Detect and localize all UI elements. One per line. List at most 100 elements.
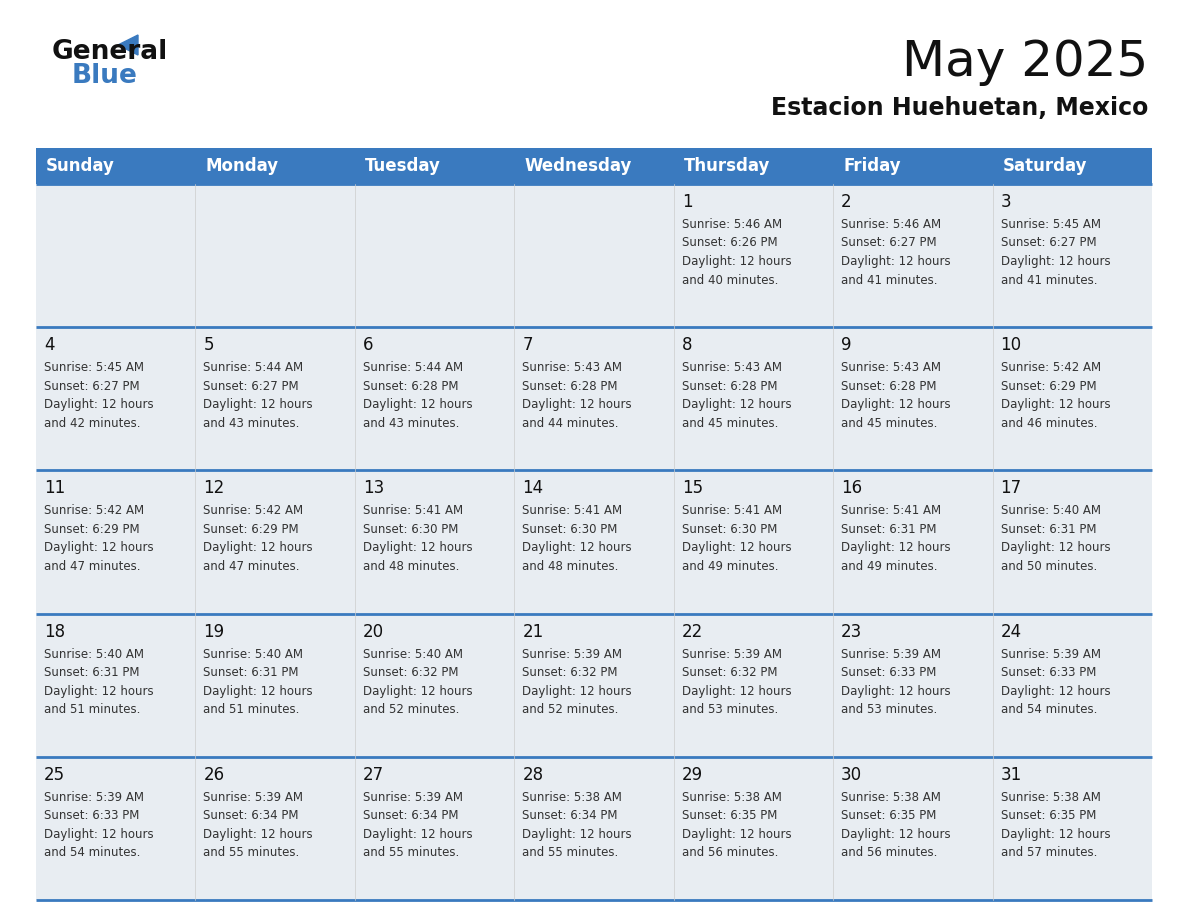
- Text: Daylight: 12 hours: Daylight: 12 hours: [841, 255, 950, 268]
- Text: 8: 8: [682, 336, 693, 354]
- Text: and 52 minutes.: and 52 minutes.: [362, 703, 460, 716]
- Text: Sunset: 6:34 PM: Sunset: 6:34 PM: [523, 810, 618, 823]
- Text: Daylight: 12 hours: Daylight: 12 hours: [362, 685, 473, 698]
- Text: 24: 24: [1000, 622, 1022, 641]
- Text: Daylight: 12 hours: Daylight: 12 hours: [682, 398, 791, 411]
- Text: Sunrise: 5:42 AM: Sunrise: 5:42 AM: [1000, 361, 1101, 375]
- Text: Sunrise: 5:43 AM: Sunrise: 5:43 AM: [523, 361, 623, 375]
- Text: Sunrise: 5:38 AM: Sunrise: 5:38 AM: [523, 790, 623, 804]
- Text: 27: 27: [362, 766, 384, 784]
- Text: and 48 minutes.: and 48 minutes.: [362, 560, 460, 573]
- Text: 31: 31: [1000, 766, 1022, 784]
- Text: Sunset: 6:31 PM: Sunset: 6:31 PM: [203, 666, 299, 679]
- Text: Sunrise: 5:46 AM: Sunrise: 5:46 AM: [841, 218, 941, 231]
- Bar: [36, 148, 1152, 184]
- Text: and 51 minutes.: and 51 minutes.: [203, 703, 299, 716]
- Text: Sunset: 6:29 PM: Sunset: 6:29 PM: [1000, 380, 1097, 393]
- Text: Sunset: 6:32 PM: Sunset: 6:32 PM: [682, 666, 777, 679]
- Text: Sunset: 6:28 PM: Sunset: 6:28 PM: [841, 380, 936, 393]
- Text: 21: 21: [523, 622, 544, 641]
- Text: 14: 14: [523, 479, 543, 498]
- Text: 29: 29: [682, 766, 703, 784]
- Text: and 47 minutes.: and 47 minutes.: [203, 560, 299, 573]
- Text: Sunset: 6:28 PM: Sunset: 6:28 PM: [523, 380, 618, 393]
- Bar: [36, 184, 1152, 327]
- Text: Daylight: 12 hours: Daylight: 12 hours: [841, 542, 950, 554]
- Text: Sunset: 6:27 PM: Sunset: 6:27 PM: [841, 237, 937, 250]
- Text: and 40 minutes.: and 40 minutes.: [682, 274, 778, 286]
- Text: and 43 minutes.: and 43 minutes.: [362, 417, 460, 430]
- Text: Sunrise: 5:45 AM: Sunrise: 5:45 AM: [1000, 218, 1100, 231]
- Text: Daylight: 12 hours: Daylight: 12 hours: [203, 398, 314, 411]
- Text: Daylight: 12 hours: Daylight: 12 hours: [1000, 828, 1111, 841]
- Text: 10: 10: [1000, 336, 1022, 354]
- Text: Daylight: 12 hours: Daylight: 12 hours: [841, 828, 950, 841]
- Text: Sunrise: 5:39 AM: Sunrise: 5:39 AM: [841, 647, 941, 661]
- Text: Sunrise: 5:44 AM: Sunrise: 5:44 AM: [362, 361, 463, 375]
- Text: Sunset: 6:32 PM: Sunset: 6:32 PM: [362, 666, 459, 679]
- Text: 16: 16: [841, 479, 862, 498]
- Text: Sunrise: 5:40 AM: Sunrise: 5:40 AM: [1000, 504, 1100, 518]
- Text: Monday: Monday: [206, 157, 278, 175]
- Text: Daylight: 12 hours: Daylight: 12 hours: [523, 828, 632, 841]
- Text: Sunday: Sunday: [46, 157, 115, 175]
- Text: Daylight: 12 hours: Daylight: 12 hours: [1000, 398, 1111, 411]
- Text: Sunset: 6:33 PM: Sunset: 6:33 PM: [841, 666, 936, 679]
- Text: Sunset: 6:31 PM: Sunset: 6:31 PM: [841, 523, 936, 536]
- Text: Sunrise: 5:38 AM: Sunrise: 5:38 AM: [841, 790, 941, 804]
- Text: and 50 minutes.: and 50 minutes.: [1000, 560, 1097, 573]
- Text: Daylight: 12 hours: Daylight: 12 hours: [44, 398, 153, 411]
- Text: and 45 minutes.: and 45 minutes.: [841, 417, 937, 430]
- Text: Sunset: 6:26 PM: Sunset: 6:26 PM: [682, 237, 777, 250]
- Text: Friday: Friday: [843, 157, 901, 175]
- Text: and 53 minutes.: and 53 minutes.: [841, 703, 937, 716]
- Text: Sunrise: 5:41 AM: Sunrise: 5:41 AM: [523, 504, 623, 518]
- Text: Sunset: 6:28 PM: Sunset: 6:28 PM: [682, 380, 777, 393]
- Text: Daylight: 12 hours: Daylight: 12 hours: [203, 542, 314, 554]
- Text: Sunrise: 5:38 AM: Sunrise: 5:38 AM: [1000, 790, 1100, 804]
- Text: Sunrise: 5:43 AM: Sunrise: 5:43 AM: [682, 361, 782, 375]
- Bar: [36, 756, 1152, 900]
- Text: Estacion Huehuetan, Mexico: Estacion Huehuetan, Mexico: [771, 96, 1148, 120]
- Text: Sunrise: 5:40 AM: Sunrise: 5:40 AM: [362, 647, 463, 661]
- Bar: [36, 470, 1152, 613]
- Text: Daylight: 12 hours: Daylight: 12 hours: [203, 685, 314, 698]
- Text: Sunset: 6:30 PM: Sunset: 6:30 PM: [523, 523, 618, 536]
- Text: Sunset: 6:28 PM: Sunset: 6:28 PM: [362, 380, 459, 393]
- Text: 18: 18: [44, 622, 65, 641]
- Text: Sunset: 6:35 PM: Sunset: 6:35 PM: [1000, 810, 1097, 823]
- Bar: [36, 327, 1152, 470]
- Text: Tuesday: Tuesday: [365, 157, 441, 175]
- Text: 26: 26: [203, 766, 225, 784]
- Text: and 55 minutes.: and 55 minutes.: [523, 846, 619, 859]
- Text: Sunset: 6:35 PM: Sunset: 6:35 PM: [841, 810, 936, 823]
- Text: Sunrise: 5:39 AM: Sunrise: 5:39 AM: [203, 790, 303, 804]
- Polygon shape: [118, 35, 138, 55]
- Text: and 51 minutes.: and 51 minutes.: [44, 703, 140, 716]
- Text: Daylight: 12 hours: Daylight: 12 hours: [1000, 542, 1111, 554]
- Text: 9: 9: [841, 336, 852, 354]
- Text: and 55 minutes.: and 55 minutes.: [203, 846, 299, 859]
- Text: Daylight: 12 hours: Daylight: 12 hours: [44, 542, 153, 554]
- Text: Daylight: 12 hours: Daylight: 12 hours: [362, 828, 473, 841]
- Text: 7: 7: [523, 336, 532, 354]
- Text: Daylight: 12 hours: Daylight: 12 hours: [523, 685, 632, 698]
- Text: and 54 minutes.: and 54 minutes.: [1000, 703, 1097, 716]
- Text: Daylight: 12 hours: Daylight: 12 hours: [523, 398, 632, 411]
- Text: Sunrise: 5:39 AM: Sunrise: 5:39 AM: [44, 790, 144, 804]
- Text: and 55 minutes.: and 55 minutes.: [362, 846, 459, 859]
- Text: and 43 minutes.: and 43 minutes.: [203, 417, 299, 430]
- Text: and 56 minutes.: and 56 minutes.: [682, 846, 778, 859]
- Text: Sunset: 6:31 PM: Sunset: 6:31 PM: [44, 666, 139, 679]
- Text: Sunrise: 5:38 AM: Sunrise: 5:38 AM: [682, 790, 782, 804]
- Text: Sunrise: 5:46 AM: Sunrise: 5:46 AM: [682, 218, 782, 231]
- Text: Daylight: 12 hours: Daylight: 12 hours: [362, 542, 473, 554]
- Text: 22: 22: [682, 622, 703, 641]
- Text: and 46 minutes.: and 46 minutes.: [1000, 417, 1097, 430]
- Text: Sunrise: 5:40 AM: Sunrise: 5:40 AM: [44, 647, 144, 661]
- Text: 23: 23: [841, 622, 862, 641]
- Text: Sunrise: 5:42 AM: Sunrise: 5:42 AM: [203, 504, 304, 518]
- Text: Sunset: 6:32 PM: Sunset: 6:32 PM: [523, 666, 618, 679]
- Text: and 54 minutes.: and 54 minutes.: [44, 846, 140, 859]
- Text: 5: 5: [203, 336, 214, 354]
